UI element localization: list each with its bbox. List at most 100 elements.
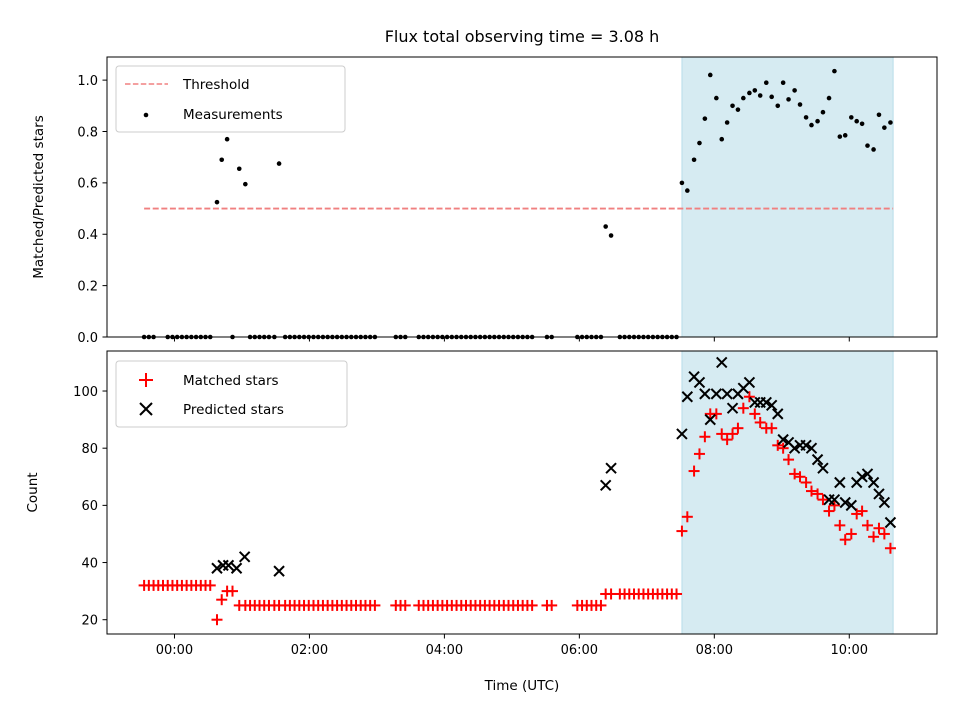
- matched-point: [227, 585, 239, 597]
- predicted-point: [716, 356, 728, 369]
- top-panel-ticks: 0.0 0.2 0.4 0.6 0.8 1.0: [77, 74, 850, 346]
- bottom-panel-ylabel: Count: [25, 472, 41, 512]
- measurement-point: [803, 115, 809, 120]
- matched-point: [834, 519, 846, 531]
- legend-threshold-label: Threshold: [182, 77, 250, 93]
- legend-predicted-swatch: [139, 402, 153, 416]
- x-tick-label: 08:00: [696, 643, 733, 658]
- measurement-point: [714, 95, 719, 101]
- x-tick-label: 00:00: [156, 643, 193, 658]
- measurement-point: [608, 233, 614, 238]
- matched-point: [884, 542, 896, 554]
- bottom-panel-legend: Matched stars Predicted stars: [115, 360, 348, 428]
- measurement-point: [747, 90, 752, 96]
- measurement-point: [763, 80, 769, 85]
- observing-window-top: [681, 56, 894, 338]
- y-tick-label: 80: [81, 442, 98, 457]
- matched-point: [699, 431, 711, 443]
- predicted-point: [238, 551, 251, 563]
- measurement-point: [603, 224, 608, 229]
- predicted-point: [721, 388, 733, 400]
- predicted-point: [699, 388, 711, 400]
- legend-matched-label: Matched stars: [183, 373, 279, 389]
- measurement-point: [849, 115, 854, 120]
- predicted-point: [599, 479, 612, 492]
- measurement-point: [757, 93, 763, 98]
- predicted-point: [765, 399, 778, 412]
- y-tick-label: 0.6: [77, 177, 98, 192]
- x-tick-label: 02:00: [291, 643, 328, 658]
- matched-point: [743, 391, 755, 403]
- y-tick-label: 20: [81, 614, 98, 629]
- legend-measurements-label: Measurements: [183, 107, 283, 123]
- matched-point: [856, 505, 868, 517]
- measurement-point: [780, 80, 786, 85]
- matched-point: [671, 588, 683, 600]
- measurement-point: [842, 133, 848, 138]
- measurement-point: [685, 188, 690, 193]
- predicted-point: [873, 488, 885, 500]
- matched-point: [211, 614, 223, 626]
- bottom-panel-ticks: 00:00 02:00 04:00 06:00 08:00 10:00 20 40 60 80 10…: [73, 385, 868, 658]
- matched-point: [693, 448, 705, 460]
- predicted-point: [861, 468, 874, 480]
- matched-point: [216, 594, 228, 606]
- measurement-point: [719, 136, 725, 142]
- measurement-point: [236, 166, 242, 172]
- predicted-point: [839, 496, 851, 509]
- matched-point: [369, 599, 381, 611]
- predicted-point: [856, 471, 868, 483]
- matched-point: [800, 476, 812, 488]
- measurement-point: [882, 125, 887, 130]
- predicted-point: [760, 396, 772, 409]
- top-panel-legend: Threshold Measurements: [115, 65, 346, 133]
- matched-point: [721, 434, 733, 446]
- predicted-point: [676, 428, 688, 440]
- matched-point: [399, 599, 411, 611]
- legend-measurements-swatch: [143, 112, 149, 118]
- y-tick-label: 0.8: [77, 125, 98, 140]
- observing-window-bottom: [681, 350, 894, 635]
- matched-point: [732, 422, 744, 434]
- measurement-point: [735, 107, 741, 112]
- legend-predicted-label: Predicted stars: [183, 402, 284, 418]
- x-tick-label: 04:00: [426, 643, 463, 658]
- bottom-panel: 00:00 02:00 04:00 06:00 08:00 10:00 20 40 60 80 10…: [25, 350, 938, 694]
- legend-box: [115, 65, 346, 133]
- measurement-point: [820, 109, 826, 115]
- y-tick-label: 100: [73, 385, 98, 400]
- top-panel: 0.0 0.2 0.4 0.6 0.8 1.0 Matched/Predicted sta…: [31, 56, 938, 346]
- predicted-point: [878, 496, 891, 509]
- matched-point: [526, 599, 538, 611]
- matched-point: [783, 454, 795, 466]
- measurement-point: [243, 181, 248, 187]
- top-panel-frame: [106, 56, 938, 338]
- predicted-point: [726, 402, 739, 414]
- measurement-point: [859, 121, 865, 127]
- measurement-point: [219, 157, 225, 163]
- measurement-point: [876, 112, 882, 118]
- predicted-point: [817, 462, 829, 474]
- measurement-point: [832, 68, 837, 74]
- top-panel-marks: [141, 68, 893, 340]
- measurement-point: [724, 120, 730, 125]
- x-tick-label: 10:00: [831, 643, 868, 658]
- y-tick-label: 0.0: [77, 331, 98, 346]
- y-tick-label: 1.0: [77, 74, 98, 89]
- measurement-point: [702, 116, 708, 121]
- measurement-point: [741, 95, 746, 101]
- legend-matched-swatch: [139, 373, 153, 387]
- matched-point: [676, 525, 688, 537]
- measurement-point: [888, 120, 893, 125]
- predicted-point: [211, 562, 223, 574]
- matched-point: [710, 408, 722, 420]
- bottom-panel-frame: [106, 350, 938, 635]
- matched-point: [817, 494, 829, 506]
- y-tick-label: 0.2: [77, 279, 98, 294]
- predicted-point: [772, 408, 784, 420]
- measurement-point: [679, 180, 685, 186]
- matched-point: [754, 416, 766, 428]
- measurement-point: [276, 161, 282, 166]
- predicted-point: [230, 562, 243, 574]
- y-tick-label: 60: [81, 499, 98, 514]
